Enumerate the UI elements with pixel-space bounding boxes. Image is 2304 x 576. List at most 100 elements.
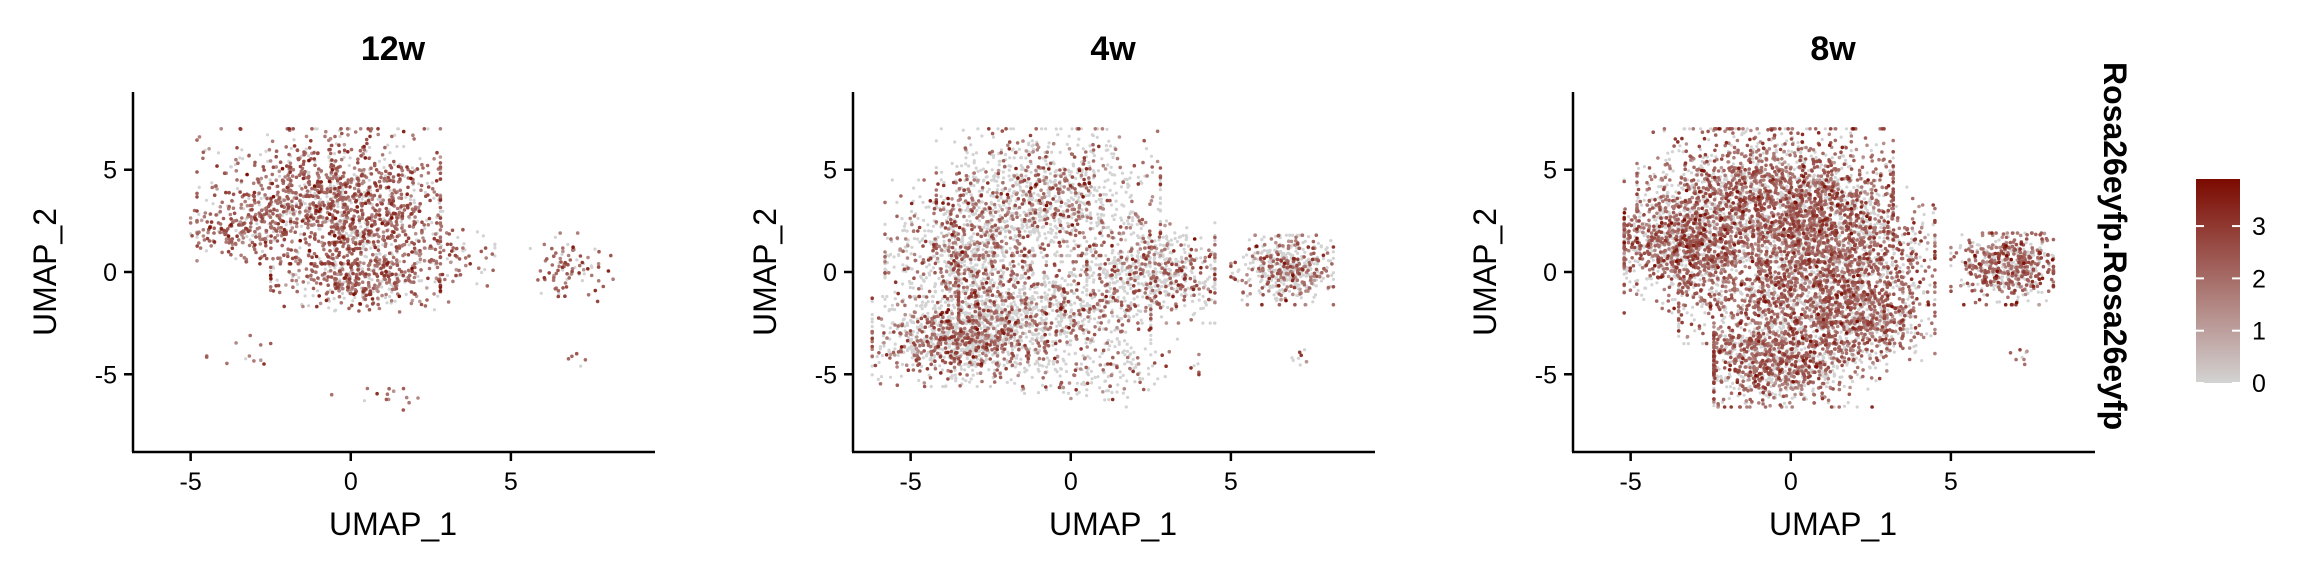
data-point: [438, 209, 442, 214]
data-point: [367, 276, 371, 280]
data-point: [1009, 302, 1013, 306]
data-point: [1129, 232, 1133, 236]
data-point-expressing: [298, 258, 303, 263]
data-point-expressing: [396, 164, 401, 169]
data-point: [982, 178, 986, 182]
data-point-expressing: [294, 196, 299, 200]
data-point: [923, 234, 927, 238]
data-point: [988, 384, 993, 389]
data-point-expressing: [438, 198, 443, 202]
data-point: [1104, 254, 1108, 258]
data-point-expressing: [190, 234, 194, 238]
data-point: [970, 249, 974, 253]
data-point: [1067, 352, 1071, 356]
data-point: [888, 375, 893, 379]
data-point-expressing: [358, 302, 363, 306]
data-point-expressing: [384, 397, 389, 402]
data-point: [1038, 234, 1042, 238]
data-point: [1189, 269, 1193, 273]
data-point: [1037, 194, 1041, 198]
data-point: [929, 384, 933, 389]
data-point: [964, 311, 968, 315]
data-point: [1113, 345, 1117, 349]
data-point: [1095, 135, 1099, 139]
data-point-expressing: [418, 248, 422, 253]
data-point: [1046, 230, 1051, 234]
data-point-expressing: [280, 204, 284, 208]
data-point-expressing: [461, 246, 465, 250]
data-point-expressing: [355, 205, 360, 209]
data-point: [1125, 379, 1129, 383]
data-point: [1126, 277, 1130, 281]
data-point: [1124, 238, 1128, 242]
data-point-expressing: [307, 248, 312, 253]
data-point-expressing: [398, 188, 403, 193]
data-point: [1158, 188, 1162, 192]
data-point-expressing: [375, 391, 379, 396]
data-point: [931, 200, 935, 205]
data-point-expressing: [438, 127, 443, 131]
data-point-expressing: [332, 271, 337, 275]
data-point-expressing: [226, 249, 231, 254]
data-point: [1153, 267, 1157, 271]
data-point: [259, 196, 263, 201]
data-point-expressing: [290, 240, 294, 244]
data-point-expressing: [269, 246, 273, 250]
data-point-expressing: [294, 191, 298, 195]
data-point: [386, 143, 390, 147]
data-point-expressing: [275, 208, 279, 213]
data-point-expressing: [268, 209, 273, 213]
data-point-expressing: [254, 250, 258, 255]
data-point-expressing: [409, 194, 413, 198]
data-point-expressing: [381, 263, 386, 268]
data-point-expressing: [395, 216, 399, 221]
data-point: [350, 231, 354, 235]
data-point: [953, 373, 957, 377]
data-point: [1069, 310, 1073, 314]
data-point: [922, 218, 926, 222]
data-point-expressing: [346, 285, 351, 290]
data-point: [927, 273, 932, 277]
data-point: [1064, 362, 1068, 366]
data-point: [431, 232, 435, 236]
data-point: [1140, 181, 1144, 185]
data-point-expressing: [263, 240, 268, 245]
data-point-expressing: [342, 142, 347, 147]
data-point-expressing: [376, 248, 381, 252]
data-point-expressing: [365, 141, 369, 146]
data-point: [266, 159, 270, 163]
data-point-expressing: [288, 170, 292, 175]
data-point-expressing: [435, 193, 439, 197]
data-point-expressing: [547, 271, 551, 275]
data-point-expressing: [227, 190, 231, 195]
data-point: [325, 195, 329, 199]
data-point: [380, 285, 384, 289]
data-point-expressing: [271, 289, 276, 293]
data-point: [1092, 271, 1096, 275]
data-point: [890, 178, 894, 182]
data-point-expressing: [372, 193, 377, 198]
data-point: [1018, 291, 1022, 295]
data-point: [1110, 340, 1114, 344]
data-point: [918, 195, 922, 199]
data-point-expressing: [278, 262, 283, 266]
data-point: [283, 202, 287, 207]
data-point-expressing: [345, 127, 350, 131]
data-point-expressing: [205, 236, 210, 241]
data-point-expressing: [361, 234, 366, 238]
data-point-expressing: [360, 280, 365, 285]
data-point: [1169, 238, 1173, 242]
data-point-expressing: [212, 193, 217, 197]
data-point-expressing: [463, 256, 468, 260]
data-point: [980, 200, 984, 204]
data-point: [1051, 359, 1055, 364]
data-point-expressing: [358, 148, 363, 153]
data-point-expressing: [372, 233, 377, 237]
data-point: [1162, 300, 1166, 304]
data-point-expressing: [450, 228, 455, 233]
data-point-expressing: [441, 248, 446, 253]
data-point: [1010, 194, 1014, 198]
data-point-expressing: [275, 239, 280, 243]
data-point: [1076, 143, 1080, 147]
data-point-expressing: [198, 246, 203, 250]
